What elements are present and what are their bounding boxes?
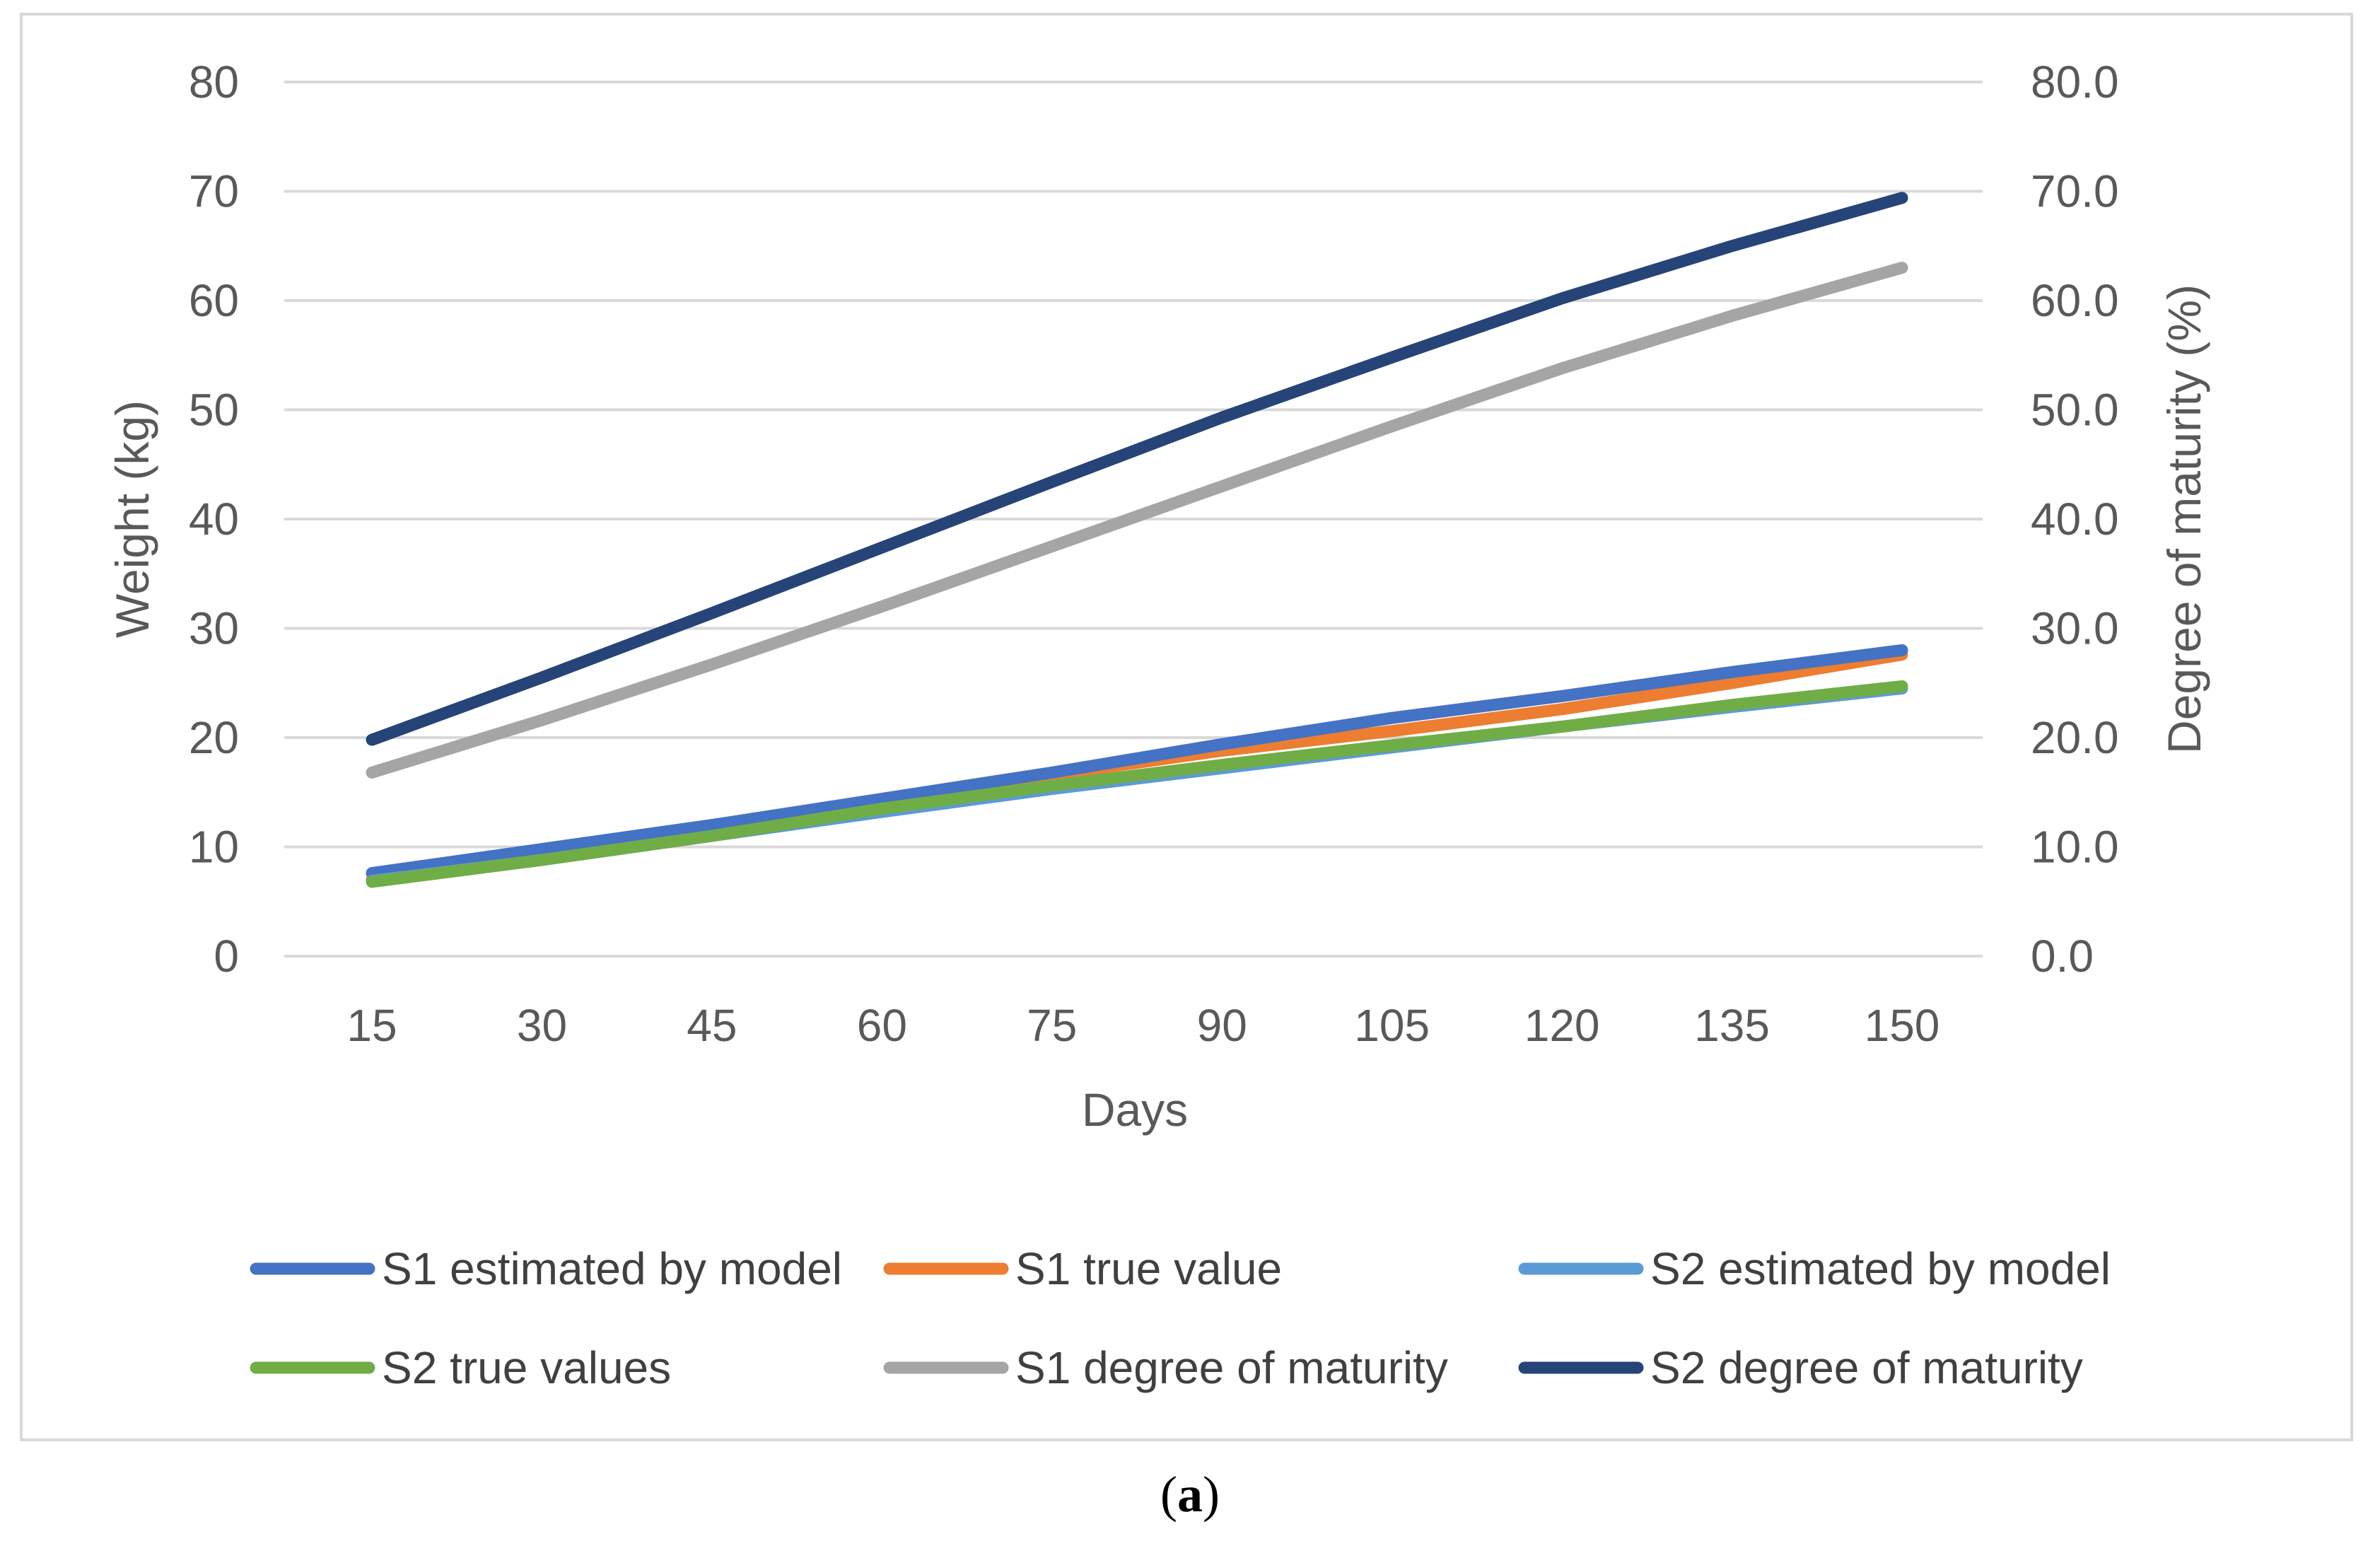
y-tick-label: 10 [189, 822, 239, 873]
x-tick-label: 120 [1524, 1000, 1600, 1051]
x-tick-label: 15 [346, 1000, 397, 1051]
x-tick-label: 150 [1865, 1000, 1940, 1051]
legend-label-s1-degree-of-maturity: S1 degree of maturity [1015, 1342, 1448, 1393]
y2-tick-label: 70.0 [2031, 166, 2119, 217]
x-tick-label: 75 [1027, 1000, 1077, 1051]
y2-tick-label: 40.0 [2031, 494, 2119, 545]
x-tick-label: 30 [517, 1000, 567, 1051]
series-line-s1-degree-of-maturity [366, 262, 1908, 779]
y2-tick-label: 30.0 [2031, 603, 2119, 654]
series-line-s1-estimated-by-model [366, 644, 1908, 880]
y-axis-title: Weight (kg) [106, 400, 158, 638]
series-lines [366, 192, 1908, 888]
x-tick-label: 105 [1354, 1000, 1430, 1051]
series-line-s2-true-values [366, 680, 1908, 888]
legend-label-s2-true-values: S2 true values [382, 1342, 671, 1393]
x-axis-title: Days [1082, 1083, 1188, 1136]
y-tick-label: 80 [189, 57, 239, 107]
y-tick-label: 60 [189, 275, 239, 326]
y-tick-label: 40 [189, 494, 239, 545]
legend-label-s2-estimated-by-model: S2 estimated by model [1650, 1243, 2111, 1294]
y2-tick-label: 10.0 [2031, 822, 2119, 873]
legend: S1 estimated by model S1 true value S2 est… [250, 1243, 2111, 1393]
legend-label-s1-true-value: S1 true value [1015, 1243, 1282, 1294]
y2-tick-label: 60.0 [2031, 275, 2119, 326]
y-tick-label: 50 [189, 385, 239, 436]
y2-tick-label: 0.0 [2031, 931, 2094, 982]
caption-close: ) [1203, 1466, 1220, 1523]
y-tick-label: 70 [189, 166, 239, 217]
line-chart: 0 0.0 10 10.0 20 20.0 30 30.0 40 40.0 50 50.0 60 60.0… [106, 57, 2210, 1393]
x-tick-label: 90 [1197, 1000, 1247, 1051]
figure-caption: (a) [0, 1465, 2380, 1524]
axes: 0 0.0 10 10.0 20 20.0 30 30.0 40 40.0 50 50.0 60 60.0… [106, 57, 2210, 1136]
caption-letter: a [1177, 1466, 1203, 1523]
y2-tick-label: 20.0 [2031, 712, 2119, 763]
legend-label-s1-estimated-by-model: S1 estimated by model [382, 1243, 842, 1294]
y-tick-label: 0 [214, 931, 239, 982]
x-tick-label: 135 [1694, 1000, 1770, 1051]
y2-tick-label: 80.0 [2031, 57, 2119, 107]
legend-label-s2-degree-of-maturity: S2 degree of maturity [1650, 1342, 2083, 1393]
y-tick-label: 30 [189, 603, 239, 654]
x-tick-label: 45 [687, 1000, 737, 1051]
y2-axis-title: Degree of maturity (%) [2158, 284, 2210, 754]
series-line-s2-degree-of-maturity [366, 192, 1908, 746]
x-tick-label: 60 [857, 1000, 907, 1051]
caption-open: ( [1160, 1466, 1177, 1523]
y2-tick-label: 50.0 [2031, 385, 2119, 436]
y-tick-label: 20 [189, 712, 239, 763]
